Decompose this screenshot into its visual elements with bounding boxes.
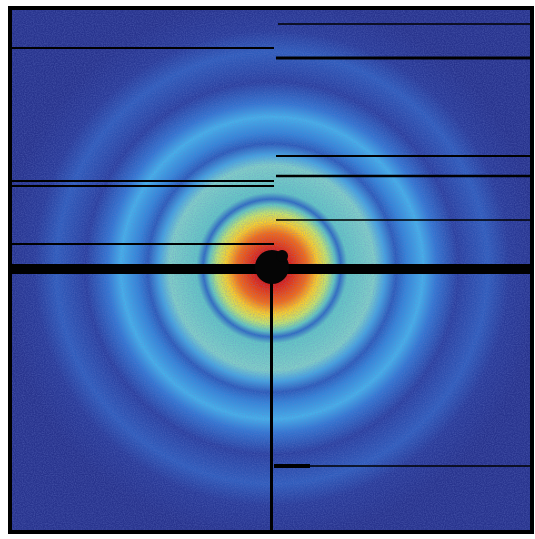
detector-area <box>12 10 530 530</box>
beam-stop <box>276 250 288 262</box>
gap-line <box>270 268 273 530</box>
page <box>0 0 535 539</box>
diffraction-image <box>0 0 535 539</box>
